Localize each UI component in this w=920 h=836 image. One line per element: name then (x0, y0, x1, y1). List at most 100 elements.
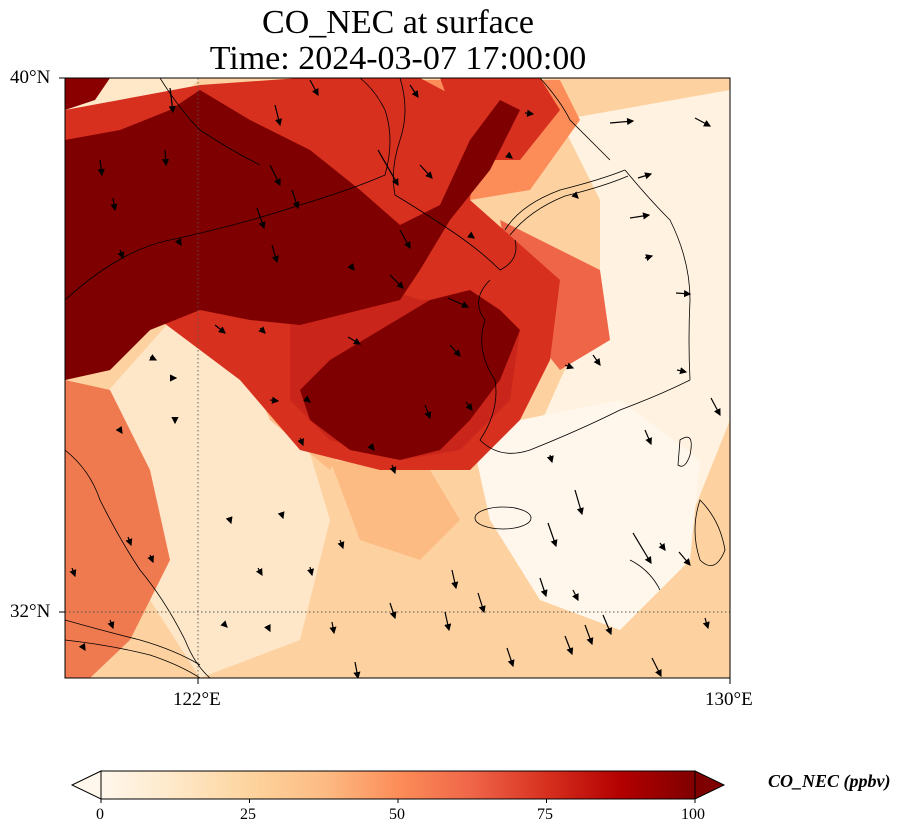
wind-arrow (353, 661, 361, 678)
lon-tick-130: 130°E (705, 689, 753, 710)
colorbar (70, 770, 726, 803)
wind-arrow (269, 164, 281, 187)
lon-tick-122: 122°E (173, 689, 221, 710)
wind-arrow (632, 532, 652, 565)
wind-arrow (477, 592, 486, 614)
wind-arrow (291, 189, 300, 210)
wind-arrow (644, 254, 654, 262)
wind-arrow (389, 602, 397, 620)
wind-arrow (162, 149, 170, 167)
wind-arrow (676, 367, 688, 375)
wind-arrow (564, 362, 575, 370)
colorbar-min-extend (70, 770, 102, 800)
wind-arrow (309, 79, 319, 97)
map-subtitle-time: Time: 2024-03-07 17:00:00 (209, 40, 587, 77)
colorbar-tick-25: 25 (240, 806, 256, 823)
wind-vectors (69, 79, 721, 678)
wind-arrow (269, 396, 280, 404)
map-frame (64, 77, 731, 679)
wind-arrow (584, 624, 594, 646)
wind-arrow (329, 621, 337, 635)
wind-arrow (546, 454, 554, 464)
wind-arrow (449, 344, 461, 357)
wind-arrow (97, 159, 105, 177)
wind-arrow (644, 429, 652, 446)
wind-arrow (451, 569, 459, 590)
colorbar-tick-50: 50 (389, 806, 405, 823)
colorbar-gradient (101, 771, 695, 799)
axis-ticks (59, 77, 731, 684)
wind-arrow (592, 354, 601, 366)
wind-arrow (574, 489, 584, 516)
wind-arrow (271, 244, 279, 264)
wind-arrow (602, 614, 612, 636)
colorbar-tick-75: 75 (537, 806, 553, 823)
co-concentration-field (65, 78, 730, 678)
wind-arrow (424, 404, 432, 420)
wind-arrow (149, 354, 158, 361)
wind-arrow (467, 231, 475, 239)
wind-arrow (658, 542, 666, 551)
wind-arrow (651, 657, 662, 678)
wind-arrow (675, 289, 692, 298)
wind-arrow (347, 263, 355, 271)
wind-arrow (694, 117, 712, 127)
wind-arrow (629, 212, 651, 220)
wind-arrow (256, 207, 266, 230)
colorbar-label: CO_NEC (ppbv) (768, 771, 891, 791)
wind-arrow (409, 84, 419, 98)
colorbar-tick-0: 0 (96, 806, 104, 823)
wind-arrow (678, 551, 691, 566)
wind-arrow (367, 443, 375, 451)
wind-arrow (564, 635, 574, 656)
wind-arrow (609, 117, 635, 126)
colorbar-tick-100: 100 (681, 806, 705, 823)
wind-arrow (337, 539, 345, 550)
map-title: CO_NEC at surface (262, 4, 534, 41)
wind-arrow (539, 577, 548, 598)
colorbar-max-extend (694, 770, 726, 800)
wind-arrow (274, 104, 283, 127)
wind-arrow (571, 191, 579, 199)
wind-arrow (78, 643, 86, 652)
wind-arrow (702, 617, 710, 630)
wind-arrow (277, 511, 285, 520)
wind-arrow (225, 516, 233, 525)
wind-arrow (506, 647, 515, 668)
wind-arrow (168, 87, 176, 114)
wind-arrow (572, 589, 579, 602)
wind-arrow (444, 611, 452, 632)
wind-arrow (220, 620, 228, 628)
wind-arrow (389, 274, 404, 289)
wind-arrow (125, 536, 133, 547)
wind-arrow (347, 336, 362, 345)
wind-arrow (147, 554, 154, 564)
wind-arrow (389, 464, 397, 475)
lat-tick-32: 32°N (10, 601, 51, 622)
wind-arrow (377, 149, 399, 187)
wind-arrow (547, 522, 558, 548)
wind-arrow (524, 109, 535, 117)
wind-arrow (69, 567, 77, 578)
coastlines (65, 78, 726, 678)
wind-arrow (637, 172, 653, 180)
wind-arrow (447, 297, 470, 308)
wind-arrow (258, 326, 266, 334)
wind-arrow (117, 249, 125, 260)
lat-tick-40: 40°N (10, 67, 51, 88)
wind-arrow (465, 401, 473, 411)
wind-arrow (255, 567, 263, 577)
wind-arrow (710, 397, 721, 417)
wind-arrow (264, 624, 271, 633)
wind-arrow (303, 395, 311, 403)
wind-arrow (505, 151, 513, 159)
wind-arrow (110, 197, 118, 212)
wind-arrow (214, 324, 226, 334)
wind-arrow (107, 619, 115, 630)
wind-arrow (307, 566, 315, 577)
gridlines (65, 78, 730, 678)
wind-arrow (297, 437, 304, 447)
wind-arrow (115, 426, 123, 434)
wind-arrow (174, 238, 182, 247)
